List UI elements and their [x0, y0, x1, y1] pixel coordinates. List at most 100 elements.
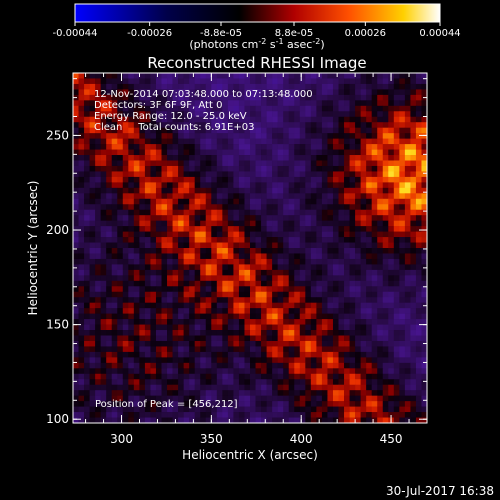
heatmap-pixel [238, 226, 245, 232]
heatmap-pixel [167, 89, 173, 96]
heatmap-pixel [167, 193, 173, 200]
heatmap-pixel [183, 362, 190, 369]
heatmap-pixel [128, 116, 135, 123]
heatmap-pixel [167, 390, 173, 396]
colorbar: -0.00044 -0.00026 -8.8e-05 8.8e-05 0.00026 0.… [53, 3, 461, 51]
heatmap-pixel [183, 242, 190, 249]
heatmap-pixel [133, 198, 140, 205]
heatmap-pixel [288, 171, 295, 178]
heatmap-pixel [189, 78, 195, 85]
heatmap-pixel [211, 302, 218, 309]
heatmap-pixel [421, 138, 428, 145]
heatmap-pixel [205, 94, 212, 101]
heatmap-pixel [238, 275, 245, 282]
heatmap-pixel [277, 204, 284, 211]
heatmap-pixel [261, 384, 267, 391]
heatmap-pixel [410, 242, 417, 249]
heatmap-pixel [255, 209, 262, 216]
heatmap-pixel [349, 401, 356, 407]
heatmap-pixel [133, 209, 140, 216]
heatmap-pixel [349, 264, 356, 271]
heatmap-pixel [167, 275, 173, 282]
heatmap-pixel [194, 362, 201, 369]
heatmap-pixel [393, 127, 400, 134]
heatmap-pixel [415, 308, 422, 314]
heatmap-pixel [117, 351, 124, 358]
heatmap-pixel [305, 286, 312, 293]
heatmap-pixel [95, 324, 101, 331]
heatmap-pixel [78, 171, 85, 178]
heatmap-pixel [95, 160, 101, 167]
heatmap-pixel [194, 406, 201, 413]
heatmap-pixel [100, 111, 107, 118]
heatmap-pixel [344, 242, 350, 249]
heatmap-pixel [338, 193, 345, 200]
heatmap-pixel [222, 83, 229, 90]
heatmap-pixel [299, 94, 306, 101]
heatmap-pixel [388, 127, 395, 134]
heatmap-pixel [266, 220, 273, 227]
heatmap-pixel [155, 362, 162, 369]
heatmap-pixel [194, 160, 201, 167]
heatmap-pixel [310, 401, 317, 407]
heatmap-pixel [111, 286, 118, 293]
heatmap-pixel [200, 286, 207, 293]
heatmap-pixel [89, 401, 96, 407]
heatmap-pixel [78, 155, 85, 161]
heatmap-pixel [122, 379, 129, 386]
heatmap-pixel [194, 94, 201, 101]
heatmap-pixel [144, 105, 151, 112]
heatmap-pixel [189, 368, 195, 375]
heatmap-pixel [382, 248, 389, 254]
heatmap-pixel [305, 133, 312, 139]
heatmap-pixel [84, 390, 90, 396]
heatmap-pixel [194, 73, 201, 79]
heatmap-pixel [133, 297, 140, 303]
x-tick-labels: 300 350 400 450 [110, 432, 402, 446]
heatmap-pixel [266, 198, 273, 205]
heatmap-pixel [111, 275, 118, 282]
heatmap-pixel [421, 187, 428, 194]
heatmap-pixel [133, 324, 140, 331]
heatmap-pixel [133, 330, 140, 336]
heatmap-pixel [144, 198, 151, 205]
heatmap-pixel [316, 144, 323, 150]
heatmap-pixel [244, 231, 251, 238]
heatmap-pixel [299, 280, 306, 287]
heatmap-pixel [355, 401, 361, 407]
heatmap-pixel [167, 253, 173, 260]
heatmap-pixel [305, 280, 312, 287]
heatmap-pixel [167, 133, 173, 139]
heatmap-pixel [388, 401, 395, 407]
heatmap-pixel [150, 187, 157, 194]
heatmap-pixel [189, 138, 195, 145]
heatmap-pixel [316, 83, 323, 90]
heatmap-pixel [272, 111, 278, 118]
heatmap-pixel [84, 384, 90, 391]
heatmap-pixel [144, 286, 151, 293]
heatmap-pixel [404, 269, 411, 276]
heatmap-pixel [78, 368, 85, 375]
heatmap-pixel [139, 269, 146, 276]
heatmap-pixel [366, 379, 372, 386]
heatmap-pixel [360, 89, 367, 96]
heatmap-pixel [388, 89, 395, 96]
heatmap-pixel [316, 160, 323, 167]
heatmap-pixel [150, 357, 157, 364]
heatmap-pixel [332, 412, 339, 418]
heatmap-pixel [415, 417, 422, 424]
heatmap-pixel [266, 280, 273, 287]
heatmap-pixel [172, 362, 179, 369]
heatmap-pixel [106, 412, 113, 418]
heatmap-pixel [233, 105, 240, 112]
heatmap-pixel [167, 308, 173, 314]
heatmap-pixel [382, 302, 389, 309]
heatmap-pixel [415, 357, 422, 364]
heatmap-pixel [371, 198, 378, 205]
heatmap-pixel [183, 253, 190, 260]
heatmap-pixel [272, 346, 278, 353]
heatmap-pixel [360, 351, 367, 358]
heatmap-pixel [294, 308, 301, 314]
heatmap-pixel [404, 100, 411, 107]
heatmap-pixel [349, 248, 356, 254]
